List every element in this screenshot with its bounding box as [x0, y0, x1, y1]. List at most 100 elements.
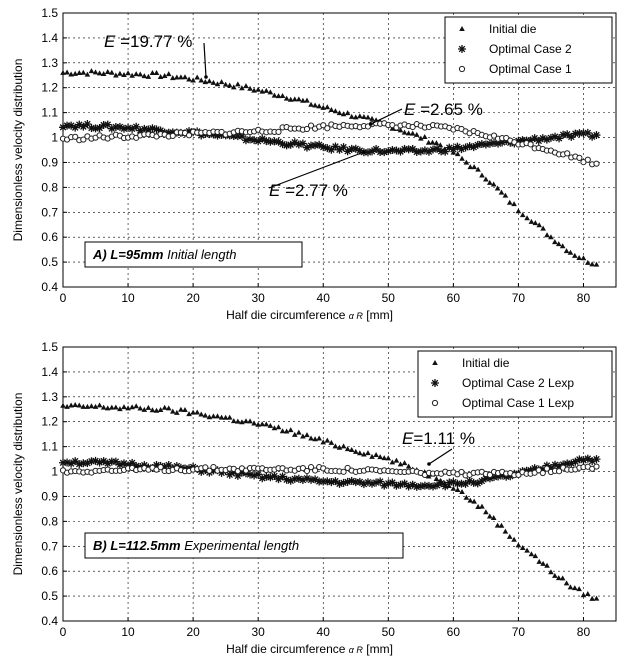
data-point [279, 93, 286, 99]
data-point [511, 536, 517, 542]
data-point [381, 455, 388, 461]
data-point [479, 503, 485, 509]
chart-panel-A: 0 10 20 30 40 50 60 70 80 0.4 0.5 0.6 0.7 0.8 0.9 1 1.1 1… [11, 6, 617, 322]
data-point [92, 69, 99, 75]
annotations: E=1.11 % [402, 429, 475, 466]
data-point [149, 69, 156, 75]
data-point [559, 575, 566, 581]
data-point [148, 124, 157, 133]
data-point [580, 592, 587, 598]
data-point [254, 137, 263, 146]
y-tick-label: 1.1 [41, 106, 58, 120]
data-point [363, 148, 372, 157]
data-point [104, 405, 111, 411]
data-point [473, 140, 482, 149]
data-point [91, 124, 100, 133]
data-point [380, 148, 389, 157]
data-point [588, 457, 597, 466]
data-point [113, 404, 119, 410]
data-point [463, 494, 470, 500]
data-point [95, 123, 104, 132]
data-point [307, 122, 315, 129]
data-point [490, 138, 499, 147]
data-point [425, 473, 432, 479]
data-point [157, 406, 164, 412]
data-point [68, 71, 74, 77]
annotation-tip [204, 75, 208, 79]
data-point [372, 478, 381, 487]
data-point [294, 474, 303, 483]
data-point [185, 127, 194, 136]
data-point [467, 164, 474, 170]
data-point [129, 72, 135, 78]
data-point [168, 128, 177, 137]
data-point [544, 562, 550, 568]
data-point [368, 147, 377, 156]
data-point [483, 176, 489, 182]
data-point [490, 181, 497, 187]
data-point [571, 252, 578, 258]
data-point [190, 409, 196, 415]
data-point [296, 96, 302, 102]
data-point [425, 139, 432, 145]
data-point [250, 471, 259, 480]
data-point [153, 407, 160, 413]
data-point [365, 114, 371, 120]
data-point [433, 476, 440, 482]
data-point [454, 151, 461, 157]
data-point [344, 110, 351, 116]
data-point [576, 154, 583, 161]
data-point [515, 208, 522, 214]
data-point [506, 533, 513, 539]
data-point [405, 130, 412, 136]
data-point [226, 82, 233, 88]
data-point [311, 141, 320, 150]
data-point [457, 479, 466, 488]
data-point [222, 414, 229, 420]
data-point [246, 135, 255, 144]
data-point [117, 70, 123, 76]
data-point [579, 456, 588, 465]
data-point [117, 406, 123, 412]
data-point [498, 471, 507, 480]
data-point [593, 463, 600, 470]
data-point [567, 584, 574, 590]
data-point [494, 185, 501, 191]
data-point [332, 443, 339, 449]
data-point [124, 123, 133, 132]
data-point [316, 103, 322, 109]
data-point [433, 144, 442, 153]
data-point [111, 123, 120, 132]
data-point [486, 179, 493, 185]
legend-marker [459, 26, 465, 31]
data-point [519, 544, 526, 550]
data-point [152, 125, 161, 134]
y-tick-label: 1.5 [41, 6, 58, 20]
data-point [344, 446, 351, 452]
data-point [506, 472, 515, 481]
data-point [210, 79, 217, 85]
data-point [296, 429, 302, 435]
data-point [107, 457, 116, 466]
legend-label: Optimal Case 2 Lexp [462, 376, 574, 390]
data-point [592, 131, 601, 140]
data-point [563, 130, 572, 139]
data-point [477, 476, 486, 485]
panel-label: B) L=112.5mm Experimental length [93, 538, 299, 553]
x-tick-label: 70 [512, 291, 526, 305]
data-point [527, 141, 534, 148]
data-point [235, 81, 241, 87]
data-point [71, 123, 80, 132]
data-point [246, 470, 255, 479]
data-point [405, 463, 412, 469]
x-tick-label: 30 [251, 625, 265, 639]
data-point [83, 119, 92, 128]
data-point [530, 134, 539, 143]
data-point [559, 130, 568, 139]
data-point [315, 477, 324, 486]
annotation-leader [428, 448, 453, 465]
data-point [233, 471, 242, 480]
data-point [555, 462, 564, 471]
data-point [115, 460, 124, 469]
data-point [229, 131, 238, 140]
